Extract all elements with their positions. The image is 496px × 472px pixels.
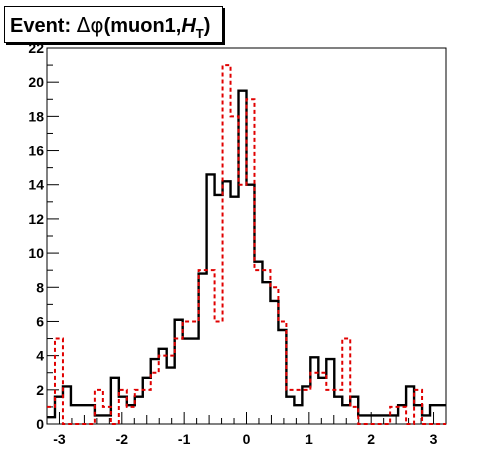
title-symbol: Δφ (77, 13, 104, 37)
x-tick-label: -2 (116, 431, 129, 447)
x-tick-label: 1 (305, 431, 313, 447)
y-tick-label: 6 (36, 313, 44, 329)
y-tick-label: 0 (36, 416, 44, 432)
y-tick-label: 22 (28, 40, 44, 56)
chart-title-box: Event: Δφ(muon1,HT) (4, 6, 223, 43)
x-tick-label: 2 (367, 431, 375, 447)
y-tick-label: 4 (36, 348, 44, 364)
x-tick-label: -3 (53, 431, 66, 447)
series-layer (47, 64, 446, 425)
solid-series-line (47, 89, 446, 419)
y-tick-label: 8 (36, 279, 44, 295)
y-tick-label: 12 (28, 211, 44, 227)
y-tick-label: 2 (36, 382, 44, 398)
title-close: ) (204, 15, 211, 37)
x-tick-label: 3 (430, 431, 438, 447)
x-axis: -3 -2 -1 0 1 2 3 (46, 412, 447, 447)
title-args: (muon1, (104, 15, 182, 37)
title-var: H (181, 15, 196, 37)
y-axis: 0 2 4 6 8 10 12 14 16 18 20 22 (28, 40, 59, 432)
chart-title: Event: Δφ(muon1,HT) (10, 13, 210, 41)
chart-title-svg: Event: Δφ(muon1,HT) (10, 13, 210, 41)
dashed-series-line (47, 64, 446, 425)
y-tick-label: 20 (28, 74, 44, 90)
y-tick-label: 18 (28, 108, 44, 124)
y-tick-label: 10 (28, 245, 44, 261)
x-tick-label: 0 (243, 431, 251, 447)
y-tick-label: 14 (28, 177, 44, 193)
title-sub: T (196, 26, 204, 41)
y-tick-label: 16 (28, 143, 44, 159)
title-prefix: Event: (10, 15, 77, 37)
x-tick-label: -1 (178, 431, 191, 447)
